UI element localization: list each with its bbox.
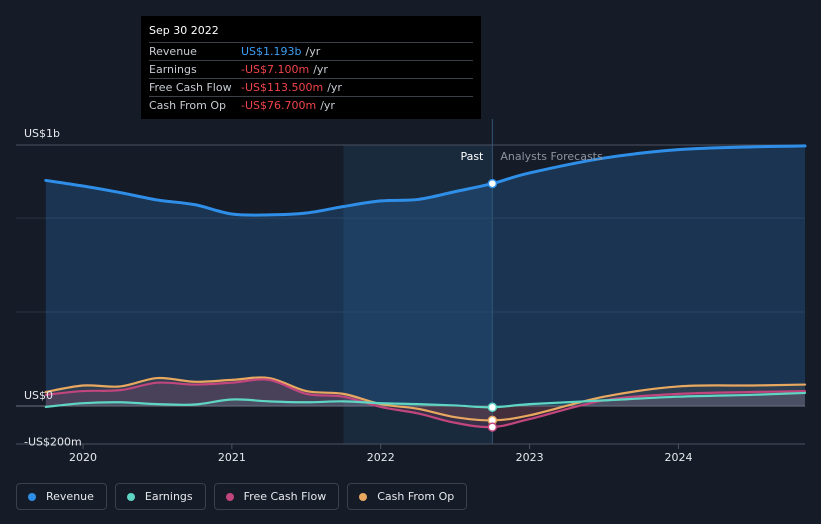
series-area-revenue — [45, 145, 806, 407]
tooltip-value: -US$7.100m — [241, 63, 310, 76]
series-line-earnings — [44, 391, 807, 409]
legend-label: Revenue — [46, 490, 94, 503]
y-tick-label: -US$200m — [24, 435, 82, 448]
legend-label: Cash From Op — [377, 490, 455, 503]
tooltip-unit: /yr — [320, 99, 335, 112]
x-tick-label: 2022 — [367, 451, 395, 464]
x-tick-label: 2020 — [69, 451, 97, 464]
chart-tooltip: Sep 30 2022 Revenue US$1.193b /yr Earnin… — [141, 16, 481, 119]
tooltip-label: Cash From Op — [149, 99, 227, 112]
tooltip-label: Revenue — [149, 45, 197, 58]
legend-item-cash-from-op[interactable]: Cash From Op — [347, 483, 468, 510]
series-line-free-cash-flow — [44, 378, 807, 429]
series-line-cash-from-op — [44, 376, 807, 422]
legend-dot-icon — [225, 492, 234, 501]
tooltip-label: Free Cash Flow — [149, 81, 232, 94]
tooltip-date: Sep 30 2022 — [149, 24, 219, 37]
marker-free-cash-flow — [487, 422, 498, 432]
tooltip-label: Earnings — [149, 63, 197, 76]
y-tick-label: US$1b — [24, 127, 60, 140]
x-tick-label: 2021 — [218, 451, 246, 464]
legend-item-earnings[interactable]: Earnings — [114, 483, 206, 510]
tooltip-row-free-cash-flow: Free Cash Flow -US$113.500m /yr — [149, 78, 473, 96]
x-tick-label: 2023 — [516, 451, 544, 464]
legend-dot-icon — [126, 492, 135, 501]
past-label: Past — [460, 150, 484, 163]
tooltip-unit: /yr — [313, 63, 328, 76]
past-year-band — [343, 145, 493, 444]
tooltip-unit: /yr — [327, 81, 342, 94]
tooltip-row-revenue: Revenue US$1.193b /yr — [149, 42, 473, 60]
series-area-free-cash-flow — [45, 379, 806, 428]
series-line-revenue — [44, 144, 807, 217]
marker-revenue — [487, 178, 498, 189]
series-area-cash-from-op — [45, 377, 806, 421]
tooltip-row-cash-from-op: Cash From Op -US$76.700m /yr — [149, 96, 473, 114]
legend-label: Free Cash Flow — [243, 490, 327, 503]
forecast-label: Analysts Forecasts — [500, 150, 603, 163]
legend-dot-icon — [28, 492, 36, 501]
x-tick-label: 2024 — [664, 451, 692, 464]
legend-dot-icon — [359, 492, 368, 501]
legend-item-free-cash-flow[interactable]: Free Cash Flow — [213, 483, 340, 510]
tooltip-value: US$1.193b — [241, 45, 302, 58]
tooltip-unit: /yr — [305, 45, 321, 58]
legend-label: Earnings — [144, 490, 193, 503]
series-area-earnings — [45, 392, 806, 408]
tooltip-row-earnings: Earnings -US$7.100m /yr — [149, 60, 473, 78]
y-tick-label: US$0 — [24, 389, 53, 402]
chart-legend: Revenue Earnings Free Cash Flow Cash Fro… — [16, 483, 468, 510]
tooltip-value: -US$76.700m — [241, 99, 317, 112]
legend-item-revenue[interactable]: Revenue — [16, 483, 107, 510]
marker-earnings — [487, 402, 498, 413]
tooltip-value: -US$113.500m — [241, 81, 324, 94]
